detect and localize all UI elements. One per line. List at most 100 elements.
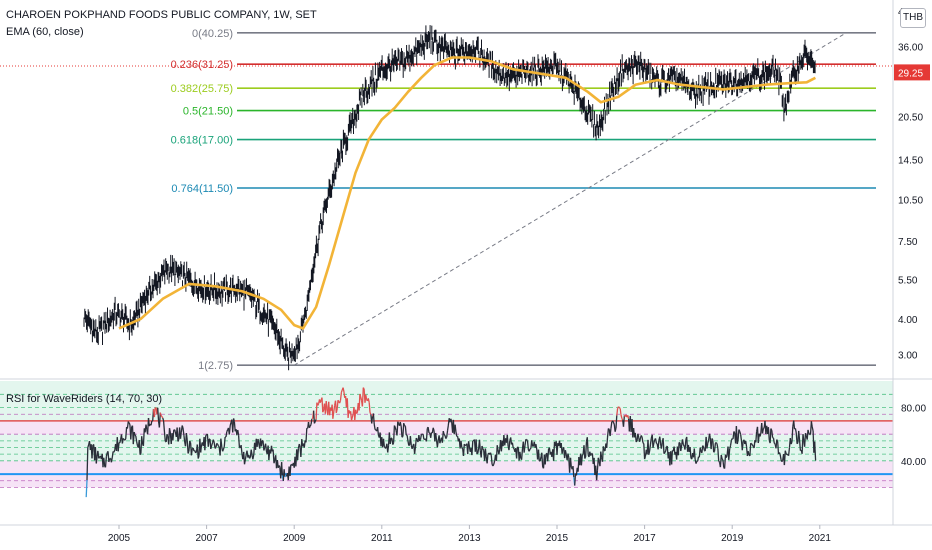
rsi-segment [212, 439, 215, 443]
rsi-segment [484, 448, 487, 457]
rsi-segment [105, 452, 108, 457]
rsi-segment [790, 441, 793, 445]
rsi-segment [172, 429, 175, 441]
rsi-segment [404, 426, 407, 436]
rsi-segment [574, 473, 577, 486]
rsi-segment [187, 450, 190, 454]
rsi-segment [139, 453, 142, 456]
rsi-segment [717, 448, 720, 462]
rsi-segment [489, 452, 492, 456]
rsi-segment [200, 444, 203, 453]
rsi-segment [310, 418, 313, 425]
rsi-segment [183, 435, 186, 443]
rsi-segment [784, 450, 787, 454]
rsi-segment [176, 427, 179, 442]
rsi-segment [526, 439, 528, 441]
rsi-segment [793, 420, 796, 430]
rsi-segment [225, 431, 228, 437]
trend-line[interactable] [293, 32, 847, 366]
rsi-segment [627, 415, 630, 419]
rsi-segment [635, 440, 638, 443]
rsi-segment [798, 440, 802, 451]
price-bars [83, 25, 816, 371]
rsi-segment [531, 440, 534, 447]
rsi-segment [222, 449, 224, 452]
rsi-segment [808, 432, 811, 435]
rsi-segment [462, 444, 465, 456]
rsi-segment [614, 427, 617, 432]
rsi-segment [785, 453, 788, 456]
rsi-segment [260, 440, 263, 447]
rsi-segment [439, 439, 442, 444]
rsi-segment [196, 444, 199, 459]
rsi-segment [339, 392, 343, 401]
rsi-segment [125, 426, 128, 439]
currency-badge[interactable]: THB [900, 8, 926, 28]
rsi-segment [226, 429, 229, 432]
rsi-segment [400, 426, 403, 438]
rsi-segment [240, 445, 243, 454]
rsi-segment [681, 439, 684, 445]
rsi-segment [523, 445, 526, 453]
rsi-segment [162, 420, 166, 433]
rsi-band [0, 420, 893, 435]
ema-indicator-label[interactable]: EMA (60, close) [6, 26, 84, 38]
rsi-segment [723, 454, 727, 469]
rsi-segment [590, 453, 593, 456]
rsi-segment [772, 438, 775, 444]
rsi-segment [601, 446, 604, 462]
rsi-segment [442, 430, 445, 435]
rsi-segment [229, 422, 232, 426]
rsi-segment [728, 448, 731, 460]
rsi-segment [619, 408, 622, 415]
rsi-segment [750, 442, 752, 445]
rsi-segment [232, 418, 236, 422]
rsi-segment [396, 421, 399, 436]
rsi-segment [618, 406, 620, 409]
rsi-segment [222, 446, 225, 450]
rsi-segment [119, 438, 122, 444]
rsi-segment [524, 439, 527, 446]
rsi-segment [216, 442, 218, 445]
rsi-segment [711, 438, 714, 441]
rsi-segment [761, 428, 765, 434]
rsi-segment [103, 457, 106, 467]
rsi-segment [182, 427, 185, 436]
rsi-segment [340, 389, 343, 393]
rsi-segment [643, 443, 646, 460]
rsi-segment [600, 451, 603, 458]
rsi-segment [745, 440, 748, 447]
price-tick-label: 4.00 [898, 315, 918, 326]
rsi-segment [814, 441, 817, 461]
rsi-segment [207, 438, 210, 447]
rsi-segment [584, 456, 587, 459]
price-tick-label: 10.50 [898, 195, 923, 206]
rsi-segment [713, 451, 715, 453]
rsi-segment [640, 435, 643, 438]
rsi-segment [308, 425, 311, 429]
rsi-segment [361, 387, 364, 407]
rsi-segment [710, 438, 713, 450]
rsi-segment [130, 426, 133, 440]
rsi-segment [584, 441, 588, 458]
rsi-segment [659, 436, 662, 444]
rsi-segment [263, 447, 266, 451]
rsi-segment [702, 446, 706, 451]
rsi-segment [376, 427, 380, 436]
rsi-segment [677, 442, 680, 456]
rsi-segment [739, 434, 743, 442]
rsi-segment [804, 433, 807, 436]
rsi-segment [529, 447, 532, 450]
rsi-segment [413, 446, 417, 454]
rsi-segment [264, 443, 268, 451]
rsi-segment [314, 419, 317, 422]
rsi-indicator-label[interactable]: RSI for WaveRiders (14, 70, 30) [6, 393, 163, 405]
time-tick-label: 2011 [371, 533, 393, 544]
rsi-segment [358, 393, 361, 411]
rsi-segment [572, 466, 575, 478]
rsi-segment [602, 446, 605, 451]
rsi-segment [401, 435, 404, 438]
rsi-segment [725, 455, 728, 458]
rsi-segment [541, 452, 544, 467]
